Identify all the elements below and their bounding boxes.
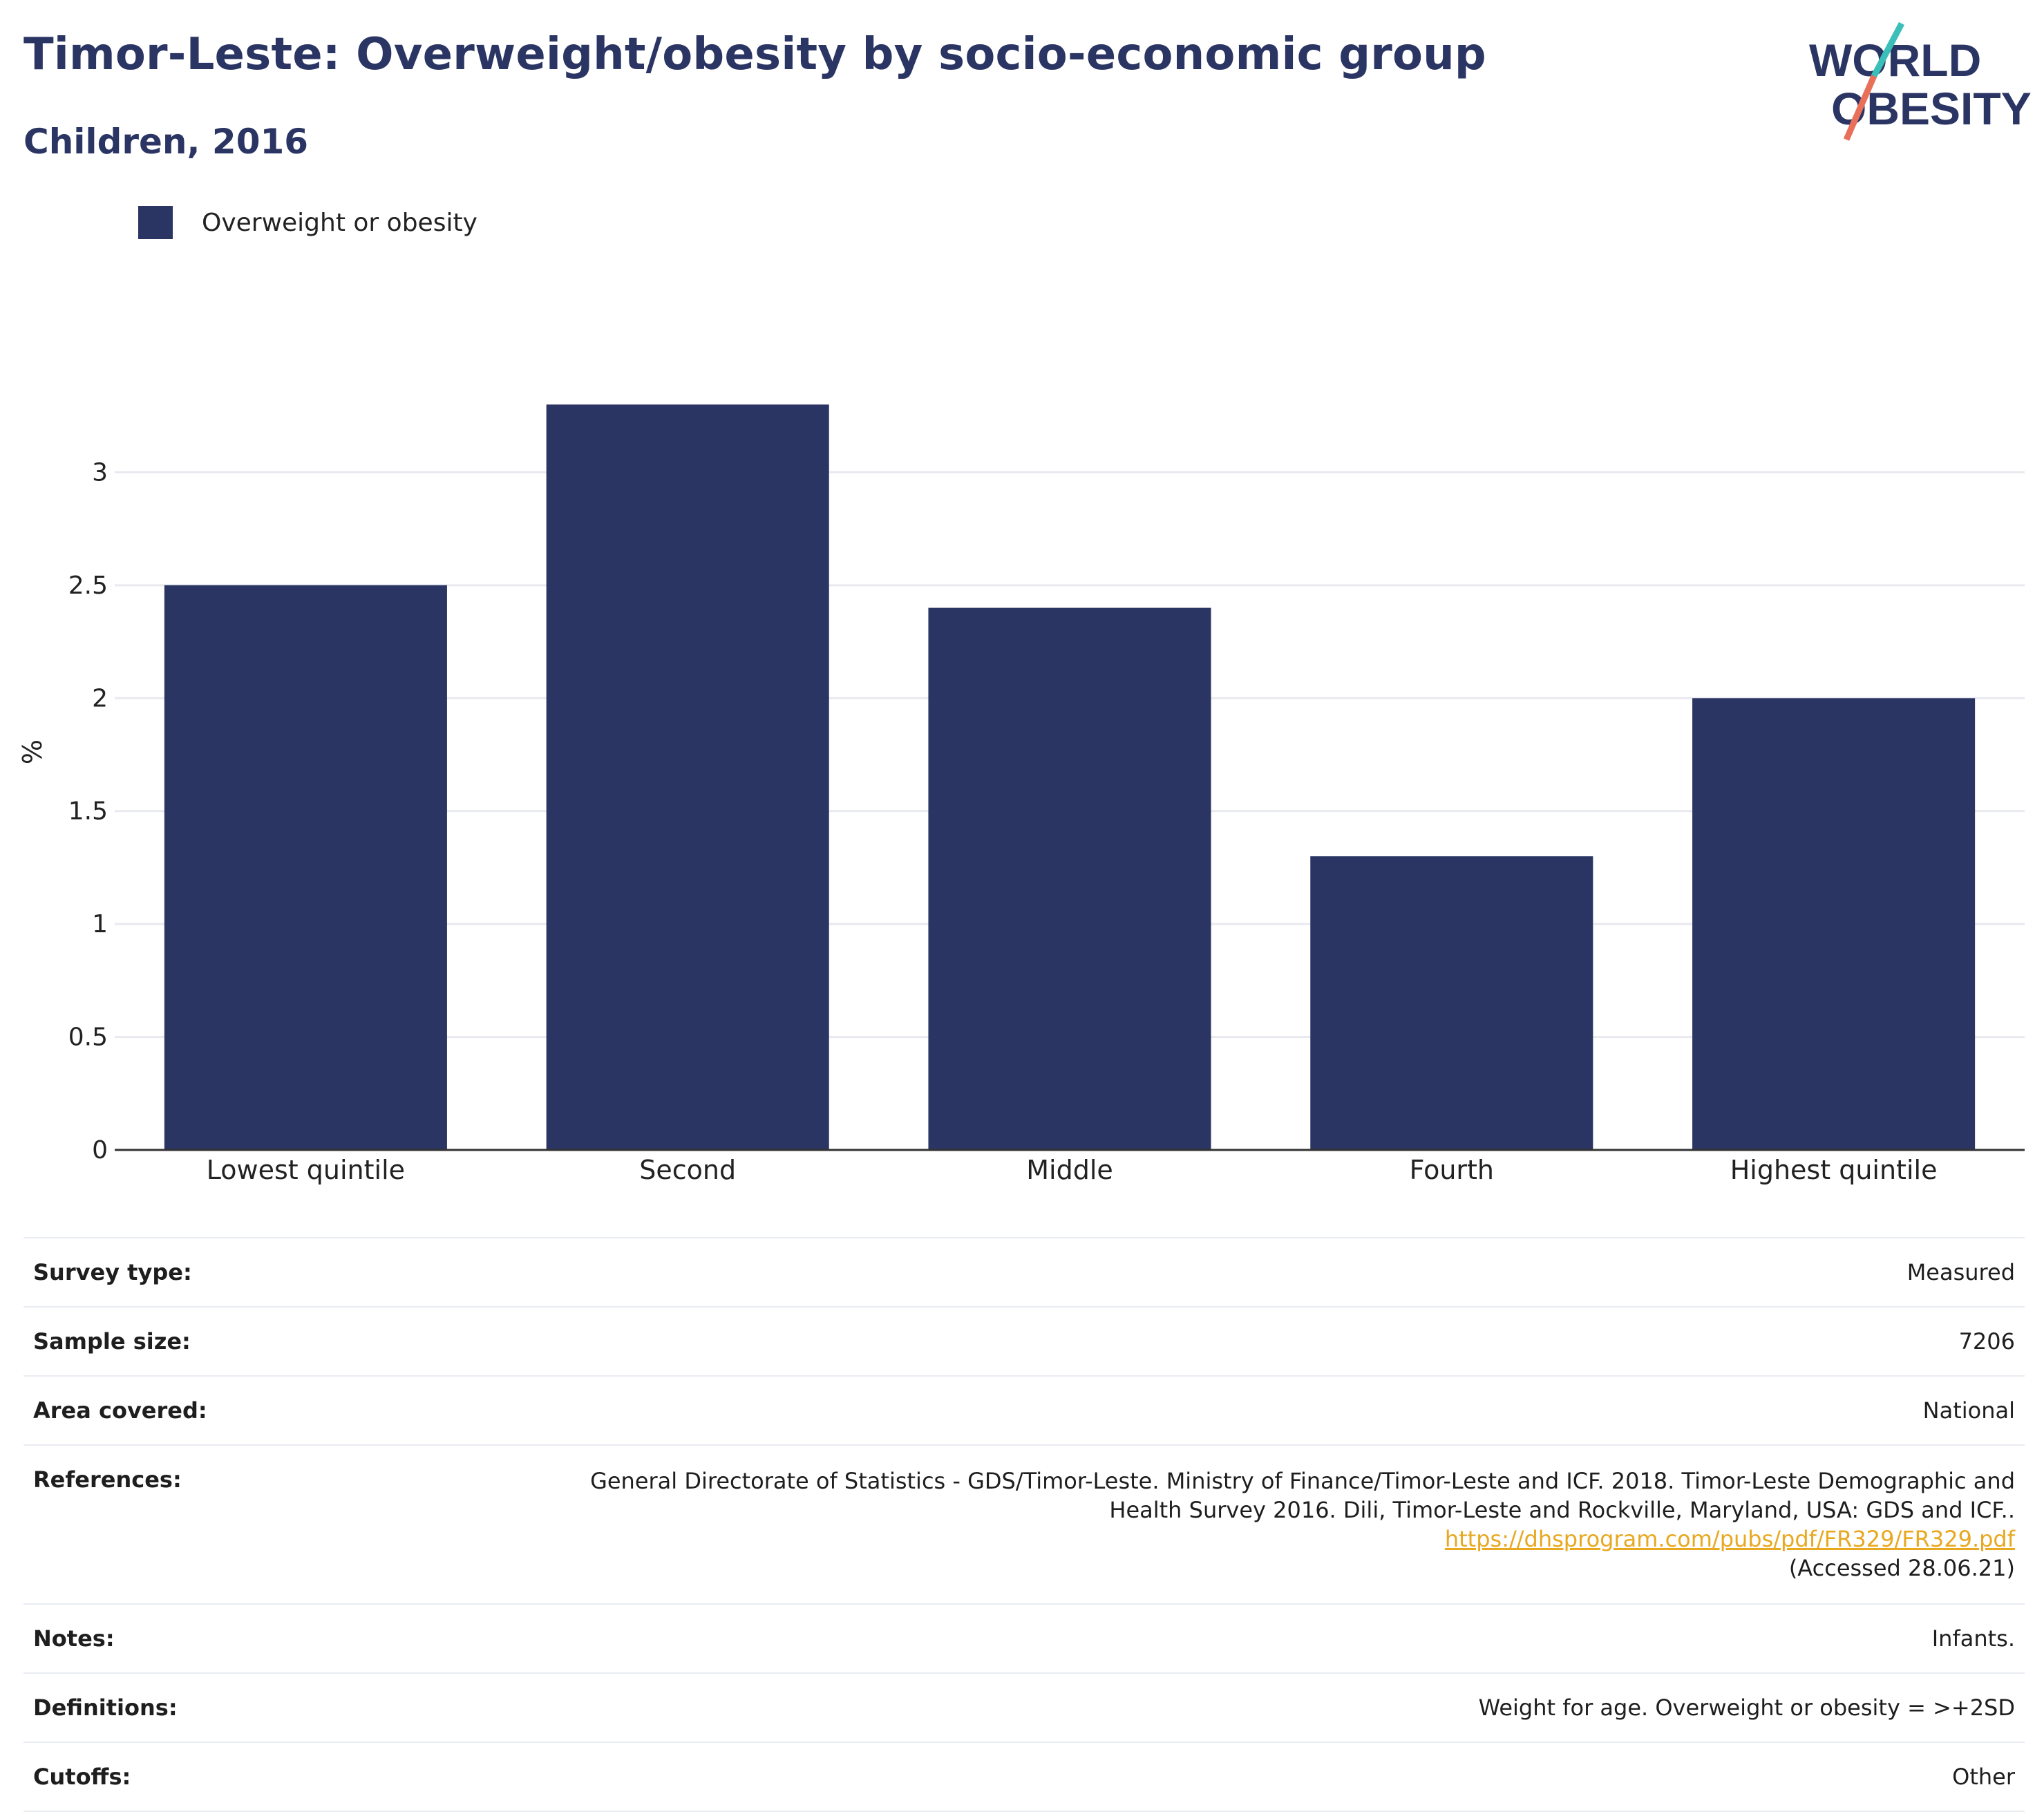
world-obesity-logo: WORLD OBESITY (1809, 21, 2032, 141)
y-tick-label: 1 (92, 910, 108, 938)
y-tick-label: 2 (92, 684, 108, 712)
y-tick-label: 0.5 (68, 1023, 108, 1052)
bar-fourth (1310, 856, 1593, 1150)
y-axis-title: % (17, 739, 48, 764)
meta-value-notes: Infants. (1931, 1625, 2015, 1652)
logo-text-world: WORLD (1809, 35, 1981, 86)
meta-value-survey-type: Measured (1906, 1259, 2015, 1285)
meta-label-references: References: (33, 1466, 182, 1493)
meta-label-notes: Notes: (33, 1625, 115, 1652)
meta-label-area-covered: Area covered: (33, 1397, 207, 1424)
meta-row-references: References: General Directorate of Stati… (23, 1444, 2025, 1603)
meta-value-sample-size: 7206 (1958, 1328, 2015, 1355)
x-tick-label: Middle (1026, 1155, 1113, 1185)
y-tick-label: 2.5 (68, 572, 108, 600)
bar-middle (928, 607, 1211, 1150)
meta-row-definitions: Definitions: Weight for age. Overweight … (23, 1672, 2025, 1742)
bar-lowest-quintile (164, 585, 447, 1150)
meta-row-notes: Notes: Infants. (23, 1603, 2025, 1672)
meta-value-references: General Directorate of Statistics - GDS/… (564, 1466, 2015, 1583)
chart-legend[interactable]: Overweight or obesity (138, 206, 477, 239)
bar-second (546, 404, 829, 1151)
meta-row-sample-size: Sample size: 7206 (23, 1306, 2025, 1375)
x-tick-label: Second (639, 1155, 736, 1185)
x-tick-label: Lowest quintile (207, 1155, 405, 1185)
legend-label: Overweight or obesity (202, 208, 477, 237)
meta-row-survey-type: Survey type: Measured (23, 1237, 2025, 1306)
reference-text: General Directorate of Statistics - GDS/… (590, 1468, 2015, 1523)
meta-value-area-covered: National (1922, 1397, 2015, 1424)
meta-label-definitions: Definitions: (33, 1695, 178, 1721)
bar-highest-quintile (1692, 698, 1976, 1150)
metadata-table: Survey type: Measured Sample size: 7206 … (23, 1237, 2025, 1812)
logo-slash-bottom (1843, 75, 1877, 141)
logo-slash-top (1871, 21, 1904, 78)
reference-accessed: (Accessed 28.06.21) (1788, 1555, 2015, 1581)
meta-row-area-covered: Area covered: National (23, 1375, 2025, 1444)
y-tick-label: 0 (92, 1136, 108, 1164)
meta-value-definitions: Weight for age. Overweight or obesity = … (1478, 1695, 2015, 1721)
chart-title: Timor-Leste: Overweight/obesity by socio… (23, 29, 1486, 80)
meta-label-survey-type: Survey type: (33, 1259, 192, 1285)
bar-chart: 0 0.5 1 1.5 2 2.5 3 Lowest quintile Second Middle… (17, 404, 2025, 1185)
meta-value-cutoffs: Other (1952, 1764, 2015, 1790)
meta-row-cutoffs: Cutoffs: Other (23, 1742, 2025, 1812)
meta-label-sample-size: Sample size: (33, 1328, 191, 1355)
chart-subtitle: Children, 2016 (23, 122, 309, 162)
x-tick-label: Fourth (1410, 1155, 1494, 1185)
reference-link[interactable]: https://dhsprogram.com/pubs/pdf/FR329/FR… (1444, 1526, 2015, 1552)
y-tick-label: 3 (92, 458, 108, 487)
y-tick-label: 1.5 (68, 798, 108, 826)
legend-swatch (138, 206, 173, 239)
x-tick-label: Highest quintile (1730, 1155, 1938, 1185)
meta-label-cutoffs: Cutoffs: (33, 1764, 131, 1790)
